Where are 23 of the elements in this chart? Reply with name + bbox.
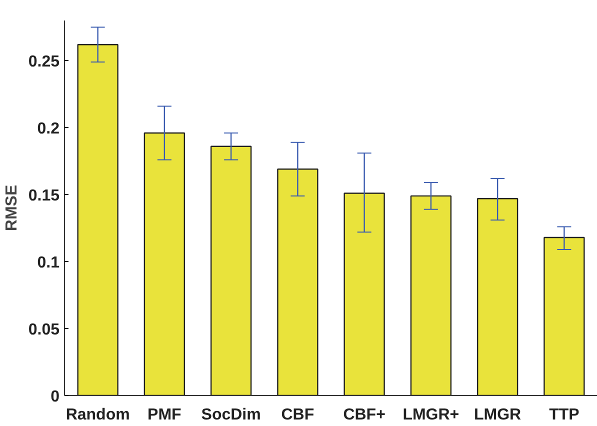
y-tick-label: 0.25 [28,54,60,71]
x-tick-label: CBF+ [343,406,386,424]
bar [277,168,318,396]
bar [144,132,186,396]
x-tick-label: LMGR+ [402,406,460,424]
y-tick-label: 0.05 [28,322,60,339]
x-tick-label: SocDim [201,406,261,424]
y-tick-label: 0.15 [28,188,60,205]
x-tick-label: Random [66,406,130,424]
bar [210,146,252,396]
bar [410,195,452,396]
y-axis-title: RMSE [3,184,20,232]
x-tick-label: CBF [281,406,314,424]
bar [344,192,385,396]
x-tick-label: PMF [148,406,182,424]
bar [77,44,118,396]
x-tick-label: TTP [549,406,580,424]
bar [476,198,518,396]
y-tick-label: 0 [50,388,60,406]
bar [544,236,585,396]
x-tick-label: LMGR [474,406,522,424]
y-tick-label: 0.2 [37,120,60,138]
y-tick-label: 0.1 [37,254,60,272]
